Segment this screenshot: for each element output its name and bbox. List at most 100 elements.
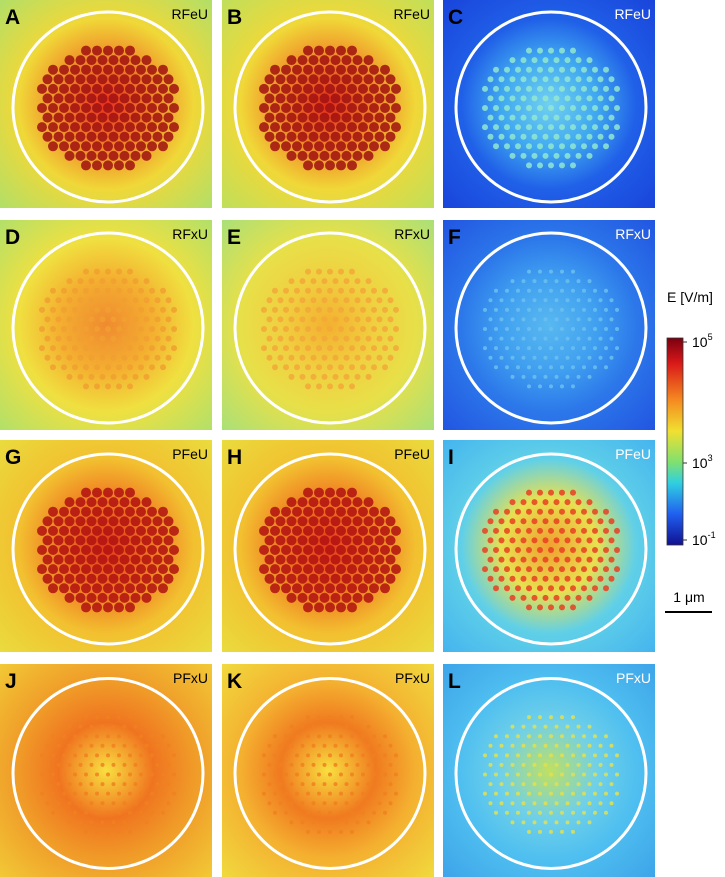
- field-spot: [308, 554, 319, 565]
- field-spot: [582, 307, 586, 312]
- field-spot: [369, 141, 379, 152]
- field-spot: [105, 383, 111, 390]
- field-spot: [316, 287, 322, 294]
- field-spot: [56, 801, 61, 806]
- outline-circle: [454, 452, 648, 646]
- field-spot: [570, 489, 576, 496]
- field-spot: [510, 298, 515, 303]
- field-spot: [319, 554, 330, 565]
- field-spot: [604, 734, 608, 739]
- field-spot: [53, 74, 64, 85]
- field-spot: [330, 93, 341, 104]
- colorbar: E [V/m] 105 103 10-1: [666, 289, 716, 548]
- field-spot: [388, 782, 393, 787]
- field-spot: [161, 810, 165, 815]
- field-spot: [542, 518, 549, 525]
- field-spot: [81, 506, 91, 517]
- field-spot: [586, 95, 593, 102]
- field-spot: [510, 743, 515, 748]
- field-spot: [581, 105, 587, 111]
- field-spot: [106, 715, 110, 720]
- field-spot: [554, 298, 559, 303]
- field-spot: [295, 753, 299, 758]
- field-spot: [538, 384, 542, 389]
- field-spot: [515, 566, 521, 573]
- field-spot: [114, 83, 124, 94]
- field-spot: [83, 326, 89, 332]
- field-spot: [81, 545, 91, 555]
- field-spot: [571, 753, 575, 758]
- field-spot: [571, 715, 575, 720]
- field-spot: [130, 112, 141, 123]
- field-spot: [338, 268, 344, 275]
- field-spot: [549, 346, 553, 351]
- field-spot: [163, 93, 174, 104]
- field-spot: [105, 326, 111, 332]
- field-spot: [292, 564, 302, 575]
- field-spot: [559, 508, 565, 515]
- field-spot: [521, 336, 526, 341]
- field-spot: [262, 753, 266, 758]
- field-spot: [494, 288, 498, 293]
- field-spot: [56, 743, 61, 748]
- field-spot: [387, 316, 394, 323]
- field-spot: [259, 564, 269, 575]
- field-spot: [105, 345, 111, 352]
- field-spot: [341, 554, 352, 565]
- field-spot: [55, 297, 62, 304]
- field-spot: [273, 734, 277, 739]
- field-spot: [155, 762, 160, 767]
- field-spot: [332, 278, 339, 285]
- field-spot: [385, 112, 396, 123]
- field-spot: [264, 131, 275, 142]
- field-spot: [347, 64, 357, 75]
- field-spot: [538, 829, 542, 834]
- panel: E RFxU: [222, 220, 434, 430]
- field-spot: [509, 114, 516, 121]
- panel-letter: C: [448, 6, 463, 29]
- field-spot: [295, 791, 299, 796]
- field-spot: [391, 564, 401, 575]
- field-spot: [75, 554, 86, 565]
- field-spot: [81, 583, 91, 594]
- field-spot: [275, 535, 286, 546]
- field-spot: [549, 384, 553, 389]
- field-spot: [303, 103, 313, 113]
- field-spot: [581, 585, 587, 592]
- field-spot: [116, 383, 122, 390]
- field-spot: [493, 105, 499, 111]
- field-spot: [86, 554, 97, 565]
- field-spot: [330, 592, 341, 603]
- field-spot: [504, 585, 510, 592]
- field-spot: [141, 592, 152, 603]
- panel-tag: PFxU: [173, 670, 208, 686]
- field-spot: [509, 133, 516, 140]
- field-spot: [37, 564, 47, 575]
- field-spot: [576, 782, 581, 787]
- field-spot: [382, 326, 388, 332]
- field-spot: [62, 734, 66, 739]
- field-spot: [565, 374, 570, 379]
- field-spot: [89, 743, 94, 748]
- field-spot: [592, 143, 598, 150]
- field-spot: [327, 364, 333, 371]
- field-spot: [77, 278, 84, 285]
- field-spot: [504, 85, 510, 92]
- field-spot: [493, 124, 499, 131]
- field-spot: [565, 336, 570, 341]
- field-spot: [100, 762, 105, 767]
- field-spot: [504, 124, 510, 131]
- field-spot: [609, 782, 614, 787]
- field-spot: [332, 335, 339, 342]
- field-spot: [75, 592, 86, 603]
- outline-circle: [11, 10, 205, 204]
- field-spot: [498, 575, 505, 582]
- field-spot: [138, 345, 144, 352]
- field-spot: [97, 55, 108, 66]
- field-spot: [487, 95, 494, 102]
- field-spot: [614, 85, 620, 92]
- field-spot: [92, 83, 102, 94]
- field-spot: [86, 74, 97, 85]
- field-spot: [510, 317, 515, 322]
- field-spot: [147, 122, 157, 133]
